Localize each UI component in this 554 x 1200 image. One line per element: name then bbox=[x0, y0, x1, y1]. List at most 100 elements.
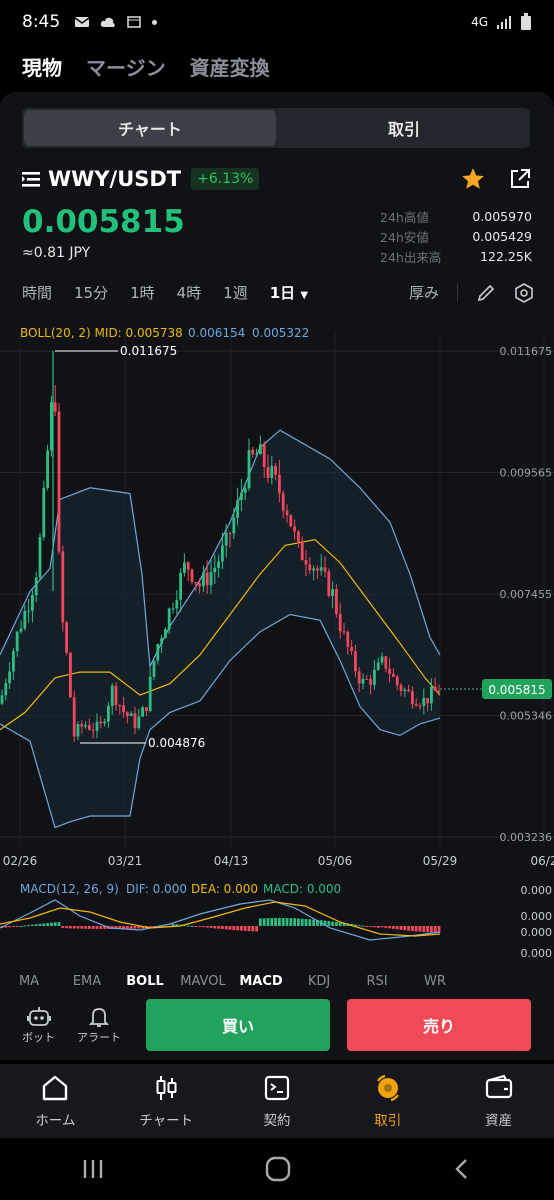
candle-body bbox=[217, 561, 220, 568]
macd-bar bbox=[209, 926, 213, 928]
candles-group bbox=[0, 351, 441, 743]
macd-bar bbox=[426, 926, 429, 933]
macd-bar bbox=[38, 923, 42, 926]
macd-bar bbox=[141, 926, 144, 929]
candle-body bbox=[380, 656, 384, 663]
candle-body bbox=[88, 725, 91, 730]
macd-bar bbox=[395, 926, 399, 930]
candle-body bbox=[403, 689, 407, 691]
x-tick-label: 02/26 bbox=[3, 854, 38, 868]
candle-body bbox=[338, 613, 342, 632]
nav-assets[interactable]: 資産 bbox=[443, 1064, 554, 1138]
candle-body bbox=[255, 454, 258, 456]
price-chart[interactable]: 0.011675 0.009565 0.007455 0.005346 0.003236… bbox=[0, 232, 554, 882]
home-button-icon[interactable] bbox=[265, 1156, 291, 1182]
candle-body bbox=[240, 492, 243, 500]
candle-body bbox=[133, 713, 137, 729]
macd-bar bbox=[69, 926, 72, 929]
candle-body bbox=[354, 650, 357, 672]
tab-spot[interactable]: 現物 bbox=[22, 56, 62, 80]
indicator-mavol[interactable]: MAVOL bbox=[180, 974, 226, 988]
interval-4h[interactable]: 4時 bbox=[176, 284, 202, 302]
interval-1w[interactable]: 1週 bbox=[223, 284, 248, 302]
candle-body bbox=[259, 444, 262, 455]
alert-button[interactable]: アラート bbox=[77, 1005, 121, 1045]
indicator-ema[interactable]: EMA bbox=[72, 974, 102, 988]
macd-dea: DEA: 0.000 bbox=[191, 882, 258, 896]
depth-button[interactable]: 厚み bbox=[408, 284, 439, 302]
candle-body bbox=[80, 724, 84, 727]
macd-bar bbox=[300, 918, 304, 926]
interval-1d[interactable]: 1日 ▼ bbox=[270, 282, 308, 303]
macd-bar bbox=[202, 926, 205, 928]
macd-bar bbox=[12, 926, 15, 927]
macd-bar bbox=[186, 925, 190, 927]
candle-body bbox=[61, 551, 65, 623]
tab-margin[interactable]: マージン bbox=[86, 56, 166, 80]
macd-bar bbox=[95, 926, 99, 929]
menu-icon[interactable] bbox=[22, 170, 40, 188]
candle-body bbox=[224, 532, 228, 546]
indicator-boll[interactable]: BOLL bbox=[126, 974, 164, 988]
candle-body bbox=[160, 638, 163, 645]
macd-panel[interactable]: MACD(12, 26, 9) DIF: 0.000 DEA: 0.000 MA… bbox=[0, 878, 554, 970]
sell-button[interactable]: 売り bbox=[347, 999, 531, 1051]
candle-body bbox=[399, 685, 403, 691]
candle-body bbox=[422, 698, 426, 706]
candle-body bbox=[376, 662, 380, 670]
settings-icon[interactable] bbox=[514, 282, 534, 303]
macd-bar bbox=[4, 926, 8, 928]
nav-trade[interactable]: 取引 bbox=[332, 1064, 443, 1138]
indicator-kdj[interactable]: KDJ bbox=[307, 974, 331, 988]
indicator-rsi[interactable]: RSI bbox=[366, 974, 388, 988]
interval-1h[interactable]: 1時 bbox=[130, 284, 155, 302]
stat-volume-value: 122.25K bbox=[480, 248, 532, 264]
current-price-label: 0.005815 bbox=[488, 683, 545, 697]
macd-bar bbox=[251, 926, 255, 932]
buy-button[interactable]: 買い bbox=[146, 999, 330, 1051]
indicator-macd[interactable]: MACD bbox=[239, 974, 283, 988]
macd-bar bbox=[403, 926, 407, 931]
stats-24h: 24h高値 0.005970 24h安値 0.005429 24h出来高 122.25… bbox=[380, 206, 532, 266]
bot-button[interactable]: ボット bbox=[22, 1005, 55, 1045]
candle-body bbox=[369, 678, 372, 685]
macd-bar bbox=[430, 926, 433, 933]
macd-bar bbox=[342, 922, 346, 926]
segment-chart-button[interactable]: チャート bbox=[24, 110, 276, 146]
macd-bar bbox=[31, 924, 34, 926]
candle-body bbox=[213, 567, 217, 573]
macd-bar bbox=[224, 926, 228, 930]
star-icon[interactable] bbox=[460, 166, 486, 192]
interval-time[interactable]: 時間 bbox=[22, 284, 53, 302]
nav-contract[interactable]: 契約 bbox=[222, 1064, 333, 1138]
alert-label: アラート bbox=[77, 1031, 121, 1044]
macd-bar bbox=[80, 926, 84, 929]
indicator-wr[interactable]: WR bbox=[424, 974, 446, 988]
macd-dif: DIF: 0.000 bbox=[126, 882, 187, 896]
candle-body bbox=[194, 581, 198, 584]
nav-home[interactable]: ホーム bbox=[0, 1064, 111, 1138]
calendar-icon bbox=[127, 16, 141, 28]
macd-bar bbox=[384, 926, 388, 928]
nav-home-label: ホーム bbox=[35, 1113, 76, 1129]
macd-bar bbox=[76, 926, 80, 929]
pair-name[interactable]: WWY/USDT bbox=[48, 167, 182, 191]
back-icon[interactable] bbox=[450, 1157, 474, 1181]
candle-body bbox=[251, 449, 255, 455]
interval-15m[interactable]: 15分 bbox=[74, 284, 109, 302]
macd-bar bbox=[240, 926, 243, 931]
macd-bar bbox=[365, 926, 369, 927]
pencil-icon[interactable] bbox=[476, 283, 496, 303]
candle-body bbox=[53, 402, 57, 412]
macd-bar bbox=[437, 926, 441, 933]
segment-trade-button[interactable]: 取引 bbox=[387, 120, 420, 139]
tab-convert[interactable]: 資産変換 bbox=[189, 56, 270, 80]
macd-dif-line bbox=[0, 899, 441, 941]
external-link-icon[interactable] bbox=[508, 167, 532, 191]
macd-value: MACD: 0.000 bbox=[263, 882, 341, 896]
candle-body bbox=[262, 444, 266, 468]
indicator-ma[interactable]: MA bbox=[18, 974, 40, 988]
macd-bar bbox=[262, 918, 266, 926]
recent-apps-icon[interactable] bbox=[80, 1157, 106, 1181]
nav-chart[interactable]: チャート bbox=[111, 1064, 222, 1138]
